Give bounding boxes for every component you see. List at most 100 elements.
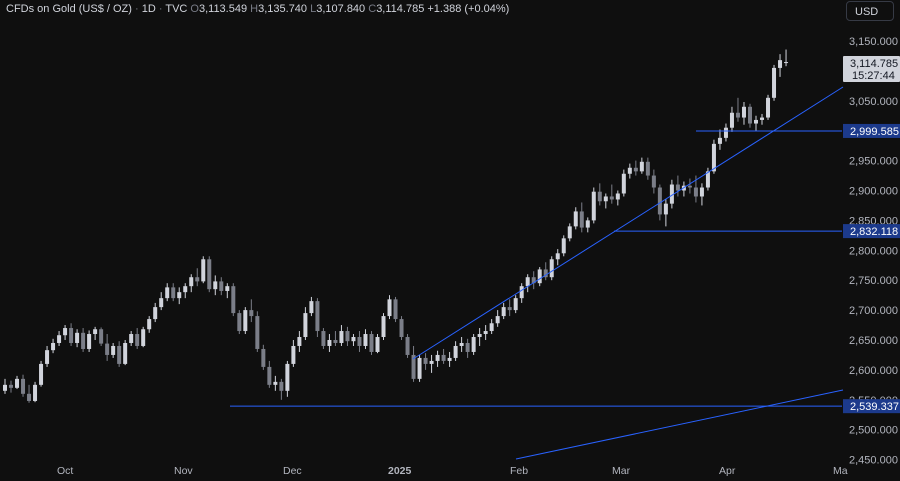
candle-body bbox=[51, 342, 56, 351]
candle-body bbox=[3, 384, 7, 391]
legend-interval[interactable]: 1D bbox=[141, 3, 156, 15]
candle bbox=[519, 283, 524, 303]
level-price-text: 2,999.585 bbox=[850, 126, 899, 138]
candle-body bbox=[411, 354, 416, 379]
candle-body bbox=[237, 313, 242, 332]
candle bbox=[201, 256, 206, 284]
candle bbox=[357, 331, 362, 352]
candle bbox=[399, 316, 404, 340]
legend-high: 3,135.740 bbox=[258, 3, 308, 15]
candle-body bbox=[261, 348, 266, 367]
legend-low: 3,107.840 bbox=[316, 3, 366, 15]
candle-body bbox=[363, 334, 368, 346]
candle bbox=[45, 345, 50, 367]
candle bbox=[405, 334, 410, 358]
candle bbox=[279, 378, 284, 400]
candle-body bbox=[399, 319, 404, 338]
candle-body bbox=[567, 226, 572, 239]
candle-body bbox=[729, 112, 734, 128]
candle bbox=[531, 271, 536, 290]
candle bbox=[441, 348, 446, 364]
candle bbox=[645, 157, 650, 180]
legend-open-key: O bbox=[190, 3, 199, 15]
candle-body bbox=[778, 60, 783, 68]
candle-body bbox=[507, 307, 512, 311]
candle bbox=[784, 49, 789, 67]
candle-body bbox=[423, 357, 428, 364]
candle bbox=[621, 169, 626, 197]
candle-body bbox=[255, 316, 260, 349]
candle bbox=[609, 184, 614, 204]
candle bbox=[543, 262, 548, 281]
candle bbox=[561, 235, 566, 257]
candle-body bbox=[597, 191, 602, 202]
legend-close-key: C bbox=[368, 3, 377, 15]
candle bbox=[333, 331, 338, 346]
candle-body bbox=[87, 334, 92, 349]
candle-body bbox=[747, 106, 752, 124]
candle bbox=[267, 360, 272, 388]
candle-body bbox=[699, 187, 704, 197]
candle bbox=[555, 249, 560, 266]
candle bbox=[21, 374, 26, 397]
candle bbox=[483, 325, 488, 340]
legend-low-key: L bbox=[310, 3, 317, 15]
candle-body bbox=[135, 334, 140, 346]
candle bbox=[153, 302, 158, 323]
time-tick: Feb bbox=[510, 465, 528, 477]
candle-body bbox=[315, 301, 320, 332]
candle bbox=[117, 341, 122, 367]
candle-body bbox=[417, 357, 422, 379]
level-labels: 2,999.585 2,832.118 2,539.337 bbox=[843, 123, 900, 414]
candle bbox=[135, 328, 140, 349]
candle-body bbox=[501, 307, 506, 317]
candle bbox=[207, 256, 212, 293]
trendline-lower[interactable] bbox=[515, 389, 844, 460]
candle bbox=[51, 338, 56, 354]
candle bbox=[651, 169, 656, 194]
candle bbox=[123, 340, 128, 366]
candle bbox=[291, 340, 296, 367]
chart-legend: CFDs on Gold (US$ / OZ) · 1D · TVC O3,11… bbox=[6, 3, 510, 15]
price-tick: 2,900.000 bbox=[849, 186, 898, 198]
candle bbox=[27, 384, 32, 403]
price-tick: 2,650.000 bbox=[849, 335, 898, 347]
candle-body bbox=[39, 363, 44, 385]
trendline-upper[interactable] bbox=[412, 86, 844, 360]
price-tick: 2,450.000 bbox=[849, 455, 898, 467]
candle-body bbox=[615, 193, 620, 200]
price-tick: 3,150.000 bbox=[849, 36, 898, 48]
legend-source: TVC bbox=[165, 3, 188, 15]
candle-body bbox=[33, 384, 38, 401]
candle bbox=[369, 331, 374, 355]
candle bbox=[513, 295, 518, 314]
currency-button[interactable]: USD bbox=[846, 1, 894, 21]
candle-body bbox=[375, 337, 380, 352]
candle-body bbox=[585, 220, 590, 228]
candle-body bbox=[165, 287, 170, 299]
candle-body bbox=[549, 259, 554, 278]
candle bbox=[669, 179, 674, 209]
candle bbox=[705, 167, 710, 191]
candle bbox=[345, 326, 350, 346]
candle-body bbox=[525, 277, 530, 287]
candle bbox=[471, 334, 476, 355]
candle-body bbox=[297, 337, 302, 346]
candle bbox=[603, 193, 608, 209]
candle bbox=[435, 350, 440, 367]
candle-body bbox=[760, 117, 765, 120]
candle-body bbox=[129, 334, 134, 343]
legend-symbol[interactable]: CFDs on Gold (US$ / OZ) bbox=[6, 3, 132, 15]
candle bbox=[675, 175, 680, 197]
candle bbox=[141, 326, 146, 348]
level-price-label bbox=[843, 123, 900, 138]
candle-body bbox=[189, 277, 194, 287]
candle-body bbox=[321, 331, 326, 346]
candle bbox=[15, 375, 20, 390]
drawings-layer bbox=[230, 86, 844, 460]
candle-body bbox=[351, 337, 356, 342]
candle bbox=[303, 307, 308, 340]
candle-body bbox=[21, 378, 26, 394]
legend-change: +1.388 (+0.04%) bbox=[427, 3, 510, 15]
